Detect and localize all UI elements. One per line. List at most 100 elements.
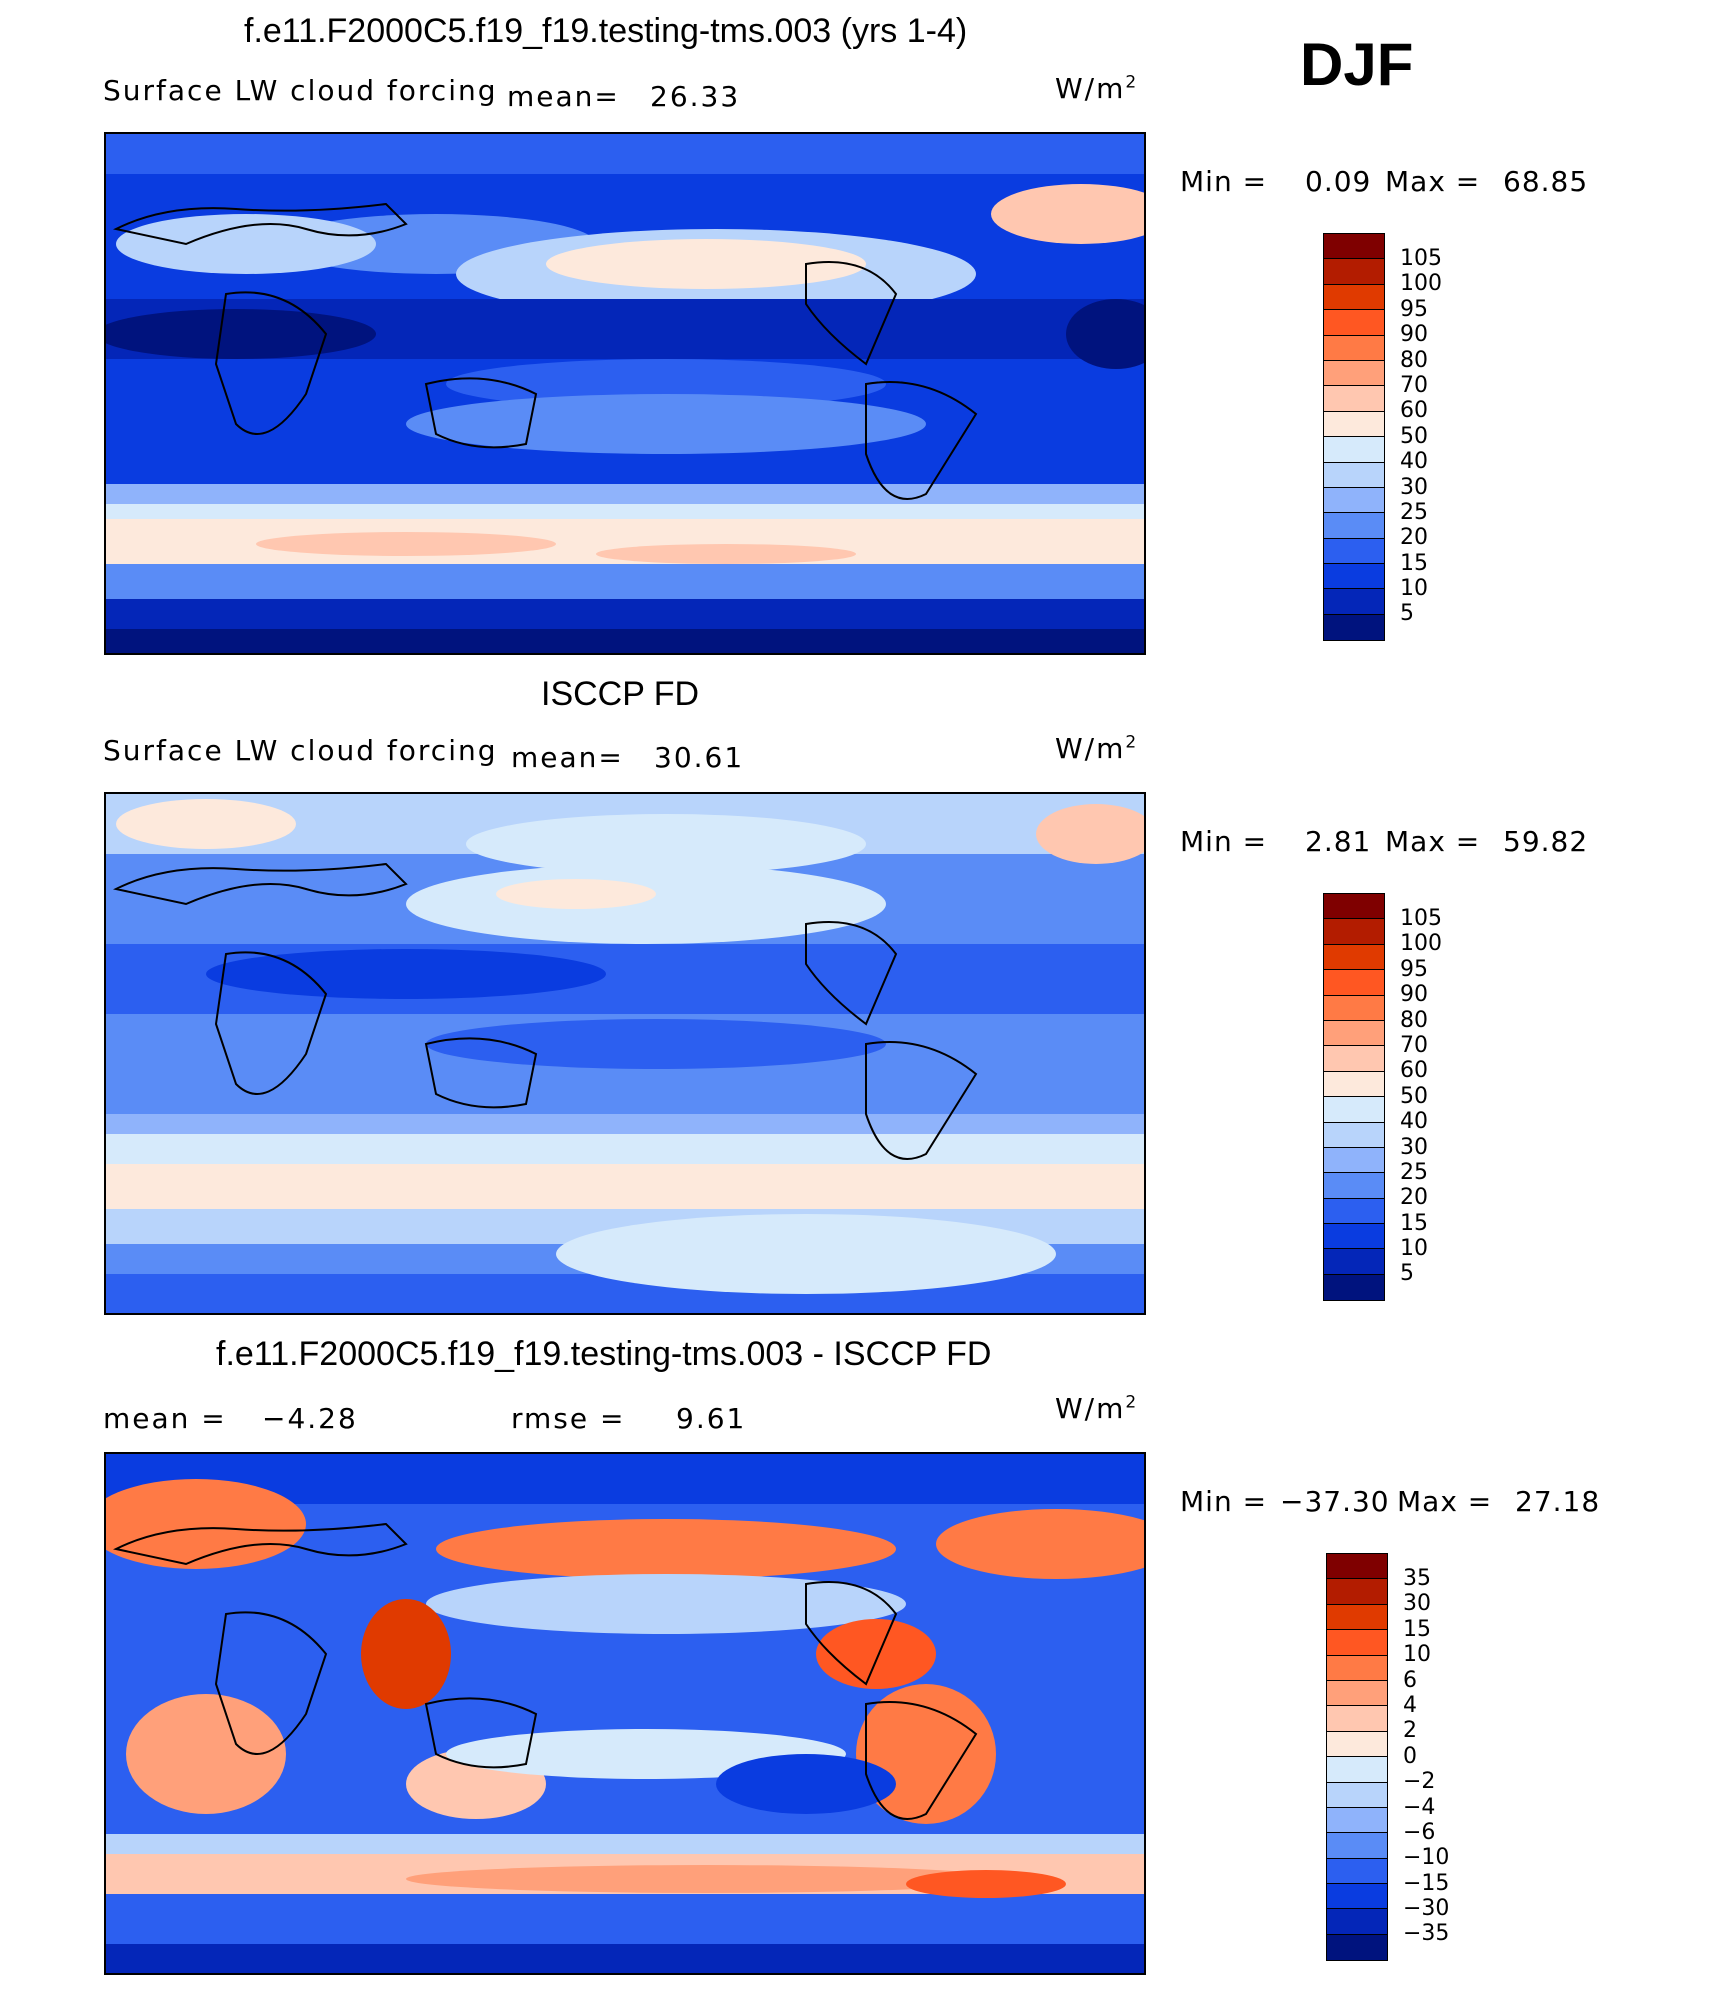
panel1-colorbar (1323, 233, 1385, 642)
panel3-colorbar-tick-label: −15 (1403, 1870, 1450, 1896)
panel1-colorbar-segment (1324, 589, 1384, 615)
panel3-colorbar-tick-label: −30 (1403, 1896, 1450, 1922)
panel1-min-label: Min = (1180, 165, 1268, 198)
panel3-colorbar-tick-label: −4 (1403, 1794, 1436, 1820)
panel2-colorbar-segment (1324, 1274, 1384, 1301)
panel1-colorbar-tick-label: 10 (1400, 576, 1428, 602)
panel2-colorbar-segment (1324, 944, 1384, 971)
panel3-min-label: Min = (1180, 1485, 1268, 1518)
panel2-colorbar-tick-label: 100 (1400, 931, 1442, 957)
panel2-colorbar (1323, 893, 1385, 1302)
panel1-map (104, 132, 1146, 655)
panel3-colorbar-segment (1327, 1630, 1387, 1656)
panel3-map-field (106, 1454, 1144, 1973)
panel2-colorbar-tick-label: 40 (1400, 1109, 1428, 1135)
panel3-colorbar-tick-label: 2 (1403, 1718, 1417, 1744)
panel2-colorbar-segment (1324, 1198, 1384, 1225)
panel1-colorbar-tick-label: 95 (1400, 296, 1428, 322)
panel2-colorbar-tick-label: 70 (1400, 1032, 1428, 1058)
panel1-colorbar-segment (1324, 234, 1384, 260)
panel2-colorbar-segment (1324, 1046, 1384, 1072)
panel1-variable: Surface LW cloud forcing (103, 74, 498, 107)
panel1-min-value: 0.09 (1305, 165, 1372, 198)
panel1-colorbar-segment (1324, 284, 1384, 311)
panel1-mean-label: mean= (507, 80, 620, 113)
panel1-colorbar-segment (1324, 462, 1384, 488)
panel1-colorbar-tick-label: 105 (1400, 246, 1442, 271)
panel2-colorbar-tick-label: 20 (1400, 1185, 1428, 1211)
panel1-colorbar-segment (1324, 487, 1384, 514)
panel3-colorbar-tick-label: 4 (1403, 1692, 1417, 1718)
panel1-max-value: 68.85 (1503, 165, 1589, 198)
panel2-colorbar-tick-label: 10 (1400, 1236, 1428, 1262)
panel2-map-field (106, 794, 1144, 1313)
panel1-map-field (106, 134, 1144, 653)
panel2-colorbar-segment (1324, 1147, 1384, 1174)
panel1-colorbar-tick-label: 30 (1400, 474, 1428, 500)
panel2-colorbar-segment (1324, 1097, 1384, 1123)
panel3-colorbar (1326, 1553, 1388, 1962)
panel2-colorbar-segment (1324, 1071, 1384, 1098)
panel1-colorbar-tick-label: 50 (1400, 423, 1428, 449)
panel3-colorbar-segment (1327, 1604, 1387, 1631)
panel3-colorbar-segment (1327, 1706, 1387, 1732)
panel3-colorbar-tick-label: 35 (1403, 1566, 1431, 1591)
season-label: DJF (1300, 31, 1414, 98)
panel1-colorbar-tick-label: 40 (1400, 449, 1428, 475)
panel3-colorbar-tick-label: −2 (1403, 1769, 1436, 1795)
panel1-colorbar-tick-label: 15 (1400, 550, 1428, 576)
panel3-mean-label: mean = (103, 1402, 227, 1435)
panel1-colorbar-segment (1324, 538, 1384, 565)
panel2-colorbar-tick-label: 95 (1400, 956, 1428, 982)
panel3-colorbar-segment (1327, 1731, 1387, 1758)
panel1-colorbar-tick-label: 90 (1400, 322, 1428, 348)
panel3-colorbar-tick-label: −6 (1403, 1819, 1436, 1845)
panel3-colorbar-segment (1327, 1807, 1387, 1834)
panel1-colorbar-segment (1324, 386, 1384, 412)
panel3-colorbar-segment (1327, 1655, 1387, 1681)
panel2-max-label: Max = (1385, 825, 1481, 858)
panel1-colorbar-segment (1324, 259, 1384, 285)
panel2-colorbar-segment (1324, 970, 1384, 996)
panel2-variable: Surface LW cloud forcing (103, 734, 498, 767)
panel1-colorbar-tick-label: 25 (1400, 499, 1428, 525)
panel3-colorbar-segment (1327, 1680, 1387, 1707)
panel3-colorbar-segment (1327, 1934, 1387, 1961)
panel2-colorbar-tick-label: 50 (1400, 1083, 1428, 1109)
panel3-colorbar-segment (1327, 1782, 1387, 1808)
panel3-colorbar-segment (1327, 1554, 1387, 1580)
panel3-title: f.e11.F2000C5.f19_f19.testing-tms.003 - … (216, 1335, 992, 1373)
panel2-title: ISCCP FD (541, 675, 700, 713)
panel3-map (104, 1452, 1146, 1975)
panel3-colorbar-tick-label: 0 (1403, 1743, 1417, 1769)
panel3-colorbar-tick-label: −10 (1403, 1845, 1450, 1871)
panel1-colorbar-segment (1324, 564, 1384, 590)
panel2-mean-value: 30.61 (654, 741, 745, 774)
panel1-colorbar-segment (1324, 310, 1384, 336)
panel1-colorbar-ticks: 105 100 95 90 80 70 60 50 40 30 25 20 15 10 5 (1400, 246, 1442, 627)
panel2-colorbar-segment (1324, 894, 1384, 920)
panel2-min-label: Min = (1180, 825, 1268, 858)
panel3-max-value: 27.18 (1515, 1485, 1601, 1518)
panel1-colorbar-tick-label: 80 (1400, 347, 1428, 373)
panel2-min-value: 2.81 (1305, 825, 1372, 858)
panel2-colorbar-tick-label: 80 (1400, 1007, 1428, 1033)
panel3-rmse-label: rmse = (511, 1402, 626, 1435)
panel3-mean-value: −4.28 (262, 1402, 358, 1435)
panel2-colorbar-segment (1324, 1224, 1384, 1250)
panel2-max-value: 59.82 (1503, 825, 1589, 858)
panel3-colorbar-segment (1327, 1579, 1387, 1605)
panel3-colorbar-segment (1327, 1833, 1387, 1859)
panel2-colorbar-segment (1324, 1249, 1384, 1275)
panel2-colorbar-tick-label: 15 (1400, 1210, 1428, 1236)
panel2-mean-label: mean= (511, 741, 624, 774)
panel1-colorbar-tick-label: 20 (1400, 525, 1428, 551)
panel1-units: W/m2 (1055, 72, 1137, 105)
panel2-units: W/m2 (1055, 732, 1137, 765)
panel1-max-label: Max = (1385, 165, 1481, 198)
panel1-title: f.e11.F2000C5.f19_f19.testing-tms.003 (y… (244, 12, 968, 50)
panel2-colorbar-segment (1324, 1020, 1384, 1047)
panel2-colorbar-segment (1324, 1173, 1384, 1199)
panel2-colorbar-tick-label: 30 (1400, 1134, 1428, 1160)
panel2-colorbar-segment (1324, 995, 1384, 1021)
